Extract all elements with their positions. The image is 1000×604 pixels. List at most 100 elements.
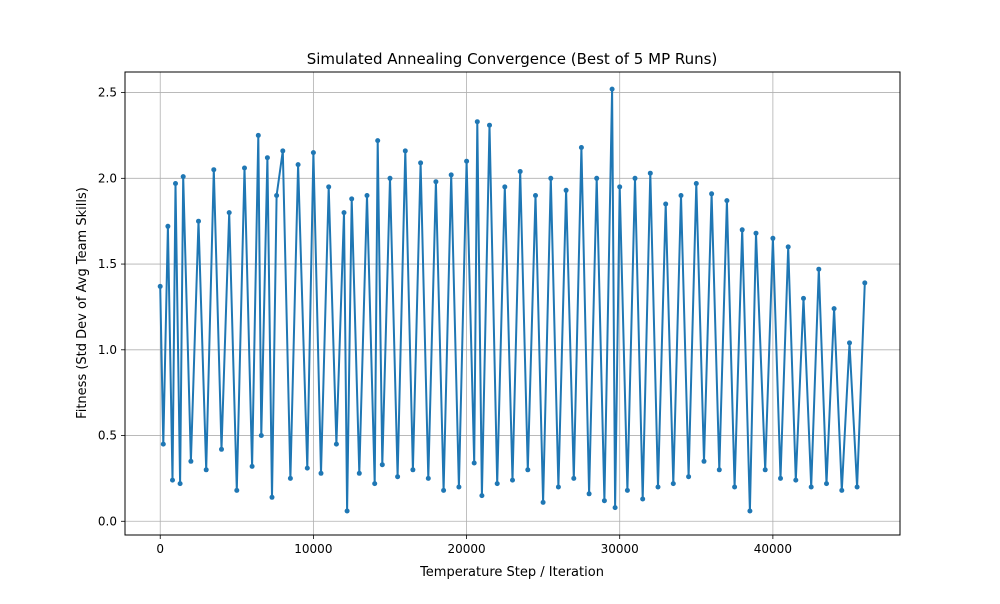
data-point xyxy=(670,481,676,487)
data-point xyxy=(173,181,178,186)
data-point xyxy=(188,458,194,464)
data-point xyxy=(686,474,692,480)
data-point xyxy=(831,306,837,312)
data-point xyxy=(862,280,868,286)
y-axis-ticks: 0.0 0.5 1.0 1.5 2.0 2.5 xyxy=(98,86,125,528)
data-point xyxy=(372,481,378,487)
data-point xyxy=(701,458,707,464)
grid-lines xyxy=(125,72,900,535)
data-point xyxy=(778,475,783,481)
data-point xyxy=(793,477,799,483)
data-point xyxy=(747,508,753,514)
x-tick-label: 20000 xyxy=(447,542,485,556)
data-point xyxy=(732,484,738,490)
data-point xyxy=(632,175,638,181)
data-point xyxy=(287,475,293,481)
data-point xyxy=(165,223,171,229)
data-point xyxy=(770,235,776,241)
data-point xyxy=(364,193,370,198)
y-tick-label: 0.0 xyxy=(98,514,117,528)
data-point xyxy=(375,138,381,144)
data-point xyxy=(295,162,301,168)
data-point xyxy=(456,484,462,490)
data-point xyxy=(578,145,584,150)
data-point xyxy=(716,467,722,473)
data-point xyxy=(663,201,669,207)
data-point xyxy=(533,193,538,198)
data-point xyxy=(304,465,310,471)
data-point xyxy=(387,175,393,181)
data-point xyxy=(647,170,653,176)
data-point xyxy=(226,210,232,216)
data-point xyxy=(678,193,684,198)
data-point xyxy=(410,467,416,473)
data-point xyxy=(624,487,630,493)
data-point xyxy=(219,446,224,452)
data-point xyxy=(548,175,554,181)
data-point xyxy=(709,191,715,197)
data-point xyxy=(425,475,431,481)
line-series xyxy=(157,86,868,514)
data-point xyxy=(402,148,408,154)
y-tick-label: 0.5 xyxy=(98,429,117,443)
data-point xyxy=(318,470,324,476)
data-point xyxy=(356,470,362,476)
data-point xyxy=(753,230,759,236)
data-point xyxy=(418,160,424,166)
data-point xyxy=(571,475,577,481)
y-tick-label: 2.5 xyxy=(98,86,117,100)
data-point xyxy=(433,179,439,185)
data-point xyxy=(785,244,791,250)
chart-title: Simulated Annealing Convergence (Best of… xyxy=(307,50,718,68)
data-point xyxy=(274,193,280,198)
data-point xyxy=(601,498,607,504)
data-point xyxy=(839,487,845,493)
data-point xyxy=(724,198,730,204)
data-point xyxy=(379,462,385,468)
data-point xyxy=(203,467,209,473)
data-point xyxy=(479,493,485,499)
data-point xyxy=(326,184,332,190)
data-point xyxy=(510,477,515,483)
data-point xyxy=(555,484,561,490)
data-point xyxy=(612,505,618,511)
data-point xyxy=(269,494,275,500)
data-point xyxy=(525,467,531,473)
data-point xyxy=(517,169,523,174)
plot-frame xyxy=(124,71,901,536)
data-point xyxy=(464,158,470,164)
data-point xyxy=(494,481,500,487)
y-tick-label: 2.0 xyxy=(98,171,117,185)
y-tick-label: 1.5 xyxy=(98,257,117,271)
data-point xyxy=(280,148,286,154)
data-point xyxy=(487,122,492,128)
data-point xyxy=(234,487,240,493)
series-line xyxy=(159,88,866,512)
data-point xyxy=(255,132,261,138)
data-point xyxy=(693,181,699,186)
data-point xyxy=(563,187,569,193)
data-point xyxy=(395,474,401,480)
data-point xyxy=(242,165,247,171)
data-point xyxy=(540,499,546,505)
data-point xyxy=(640,496,646,502)
x-tick-label: 40000 xyxy=(754,542,792,556)
data-point xyxy=(471,460,477,466)
data-point xyxy=(196,218,201,224)
data-point xyxy=(180,174,186,180)
data-point xyxy=(808,484,814,490)
data-point xyxy=(474,119,480,125)
data-point xyxy=(333,441,339,447)
x-tick-label: 30000 xyxy=(601,542,639,556)
y-axis-label: Fitness (Std Dev of Avg Team Skills) xyxy=(75,187,90,419)
data-point xyxy=(249,463,255,469)
data-point xyxy=(617,184,623,190)
data-point xyxy=(344,508,350,514)
data-point xyxy=(264,155,270,161)
data-point xyxy=(816,266,822,272)
data-point xyxy=(441,487,447,493)
data-point xyxy=(609,86,615,92)
data-point xyxy=(801,295,806,301)
